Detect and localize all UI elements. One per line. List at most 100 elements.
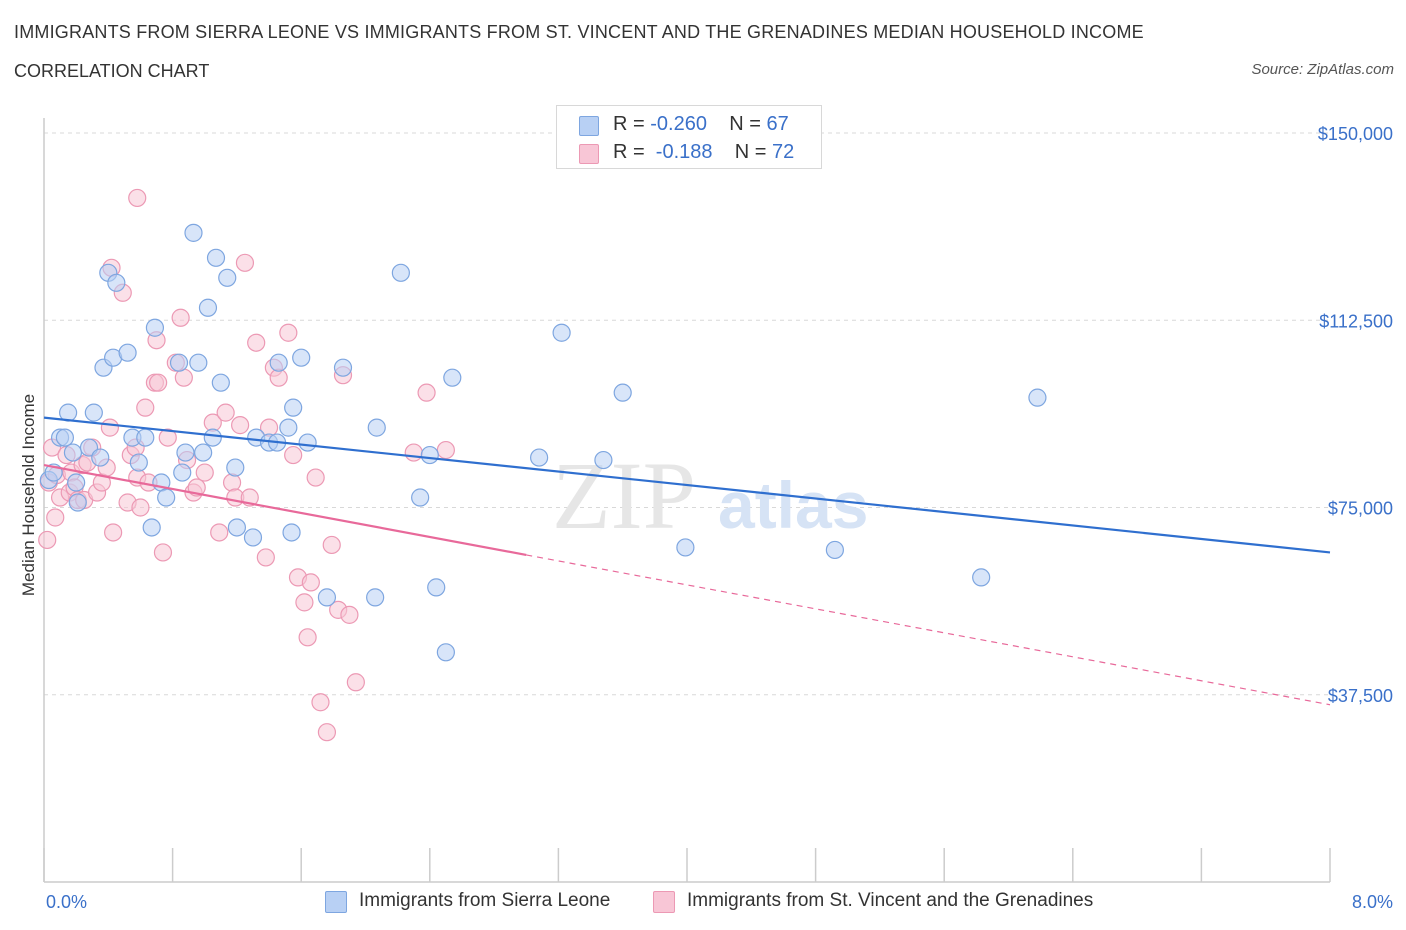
data-point-sierra-leone	[284, 398, 303, 417]
data-point-sierra-leone	[169, 353, 189, 372]
data-point-sierra-leone	[67, 473, 86, 492]
data-point-sierra-leone	[391, 263, 410, 282]
data-point-sierra-leone	[118, 343, 137, 362]
data-point-sierra-leone	[55, 428, 74, 447]
data-point-sierra-leone	[317, 588, 337, 607]
data-point-sierra-leone	[972, 568, 991, 587]
data-point-st-vincent	[149, 373, 168, 392]
chart-title: IMMIGRANTS FROM SIERRA LEONE VS IMMIGRAN…	[14, 22, 1144, 42]
data-point-st-vincent	[317, 723, 337, 742]
legend-swatch-sierra-leone	[325, 891, 347, 913]
data-point-st-vincent	[247, 333, 266, 352]
data-point-sierra-leone	[184, 223, 203, 242]
x-tick-label-min: 0.0%	[46, 892, 87, 912]
data-point-st-vincent	[295, 593, 314, 612]
legend-n-label-1: N =	[729, 113, 767, 135]
data-point-st-vincent	[38, 530, 57, 550]
data-point-sierra-leone	[145, 318, 165, 337]
data-point-st-vincent	[436, 440, 455, 460]
data-point-st-vincent	[279, 323, 298, 342]
data-point-sierra-leone	[411, 488, 430, 507]
legend-swatch-blue	[579, 116, 599, 136]
legend-r-label-1: R =	[613, 113, 651, 135]
data-point-sierra-leone	[292, 348, 311, 367]
data-point-st-vincent	[195, 463, 214, 482]
data-point-sierra-leone	[594, 450, 613, 470]
data-point-sierra-leone	[552, 323, 571, 342]
data-point-sierra-leone	[226, 458, 245, 477]
data-point-sierra-leone	[825, 540, 844, 560]
data-point-sierra-leone	[91, 448, 110, 467]
trend-lines	[43, 416, 1331, 706]
data-point-st-vincent	[222, 473, 242, 492]
data-point-st-vincent	[131, 498, 150, 517]
data-point-sierra-leone	[198, 298, 218, 317]
correlation-legend: R = -0.260 N = 67 R = -0.188 N = 72	[556, 105, 822, 169]
data-point-st-vincent	[417, 383, 436, 402]
data-point-sierra-leone	[243, 528, 263, 547]
data-point-sierra-leone	[176, 443, 195, 462]
legend-n-value-1: 67	[766, 113, 789, 135]
data-point-sierra-leone	[676, 538, 695, 557]
grid-lines	[44, 132, 1330, 696]
data-point-sierra-leone	[173, 463, 192, 482]
data-point-sierra-leone	[366, 588, 385, 607]
data-point-st-vincent	[346, 673, 365, 692]
data-point-st-vincent	[256, 548, 275, 567]
data-point-sierra-leone	[84, 403, 103, 422]
data-point-st-vincent	[104, 523, 123, 542]
watermark-zip: ZIP	[552, 442, 696, 549]
data-point-sierra-leone	[530, 448, 549, 467]
data-point-st-vincent	[216, 403, 235, 422]
data-point-sierra-leone	[1028, 388, 1047, 407]
data-point-sierra-leone	[279, 418, 298, 437]
data-point-sierra-leone	[142, 518, 161, 537]
data-point-st-vincent	[174, 368, 193, 387]
data-point-sierra-leone	[206, 248, 226, 267]
data-point-st-vincent	[158, 428, 177, 447]
data-point-sierra-leone	[436, 643, 455, 662]
trend-line-sierra-leone	[43, 416, 1331, 554]
data-point-sierra-leone	[282, 523, 301, 542]
legend-r-label-2: R =	[613, 141, 651, 163]
trend-line-st-vincent	[43, 463, 527, 557]
legend-row-sierra-leone: R = -0.260 N = 67	[579, 113, 789, 137]
data-point-sierra-leone	[157, 488, 176, 507]
data-point-st-vincent	[404, 443, 423, 462]
x-tick-label-max: 8.0%	[1352, 892, 1393, 912]
data-point-sierra-leone	[420, 445, 439, 465]
data-point-st-vincent	[340, 605, 359, 624]
y-tick-label: $75,000	[1328, 499, 1393, 519]
axes	[43, 118, 1331, 883]
data-point-sierra-leone	[136, 428, 155, 447]
legend-r-value-2: -0.188	[650, 141, 713, 163]
x-tick-labels: 0.0% 8.0%	[46, 892, 1393, 912]
data-point-st-vincent	[306, 468, 325, 487]
data-point-st-vincent	[153, 543, 173, 562]
data-point-sierra-leone	[63, 443, 83, 462]
data-point-st-vincent	[284, 445, 303, 465]
data-point-sierra-leone	[269, 353, 288, 372]
data-point-st-vincent	[128, 188, 147, 208]
data-point-st-vincent	[322, 535, 341, 555]
data-point-sierra-leone	[227, 518, 246, 537]
data-point-sierra-leone	[443, 368, 462, 387]
data-point-sierra-leone	[107, 273, 126, 292]
data-point-sierra-leone	[427, 578, 446, 597]
watermark-atlas: atlas	[718, 468, 868, 542]
y-tick-label: $112,500	[1319, 311, 1393, 331]
y-tick-label: $37,500	[1328, 686, 1393, 706]
data-point-sierra-leone	[211, 373, 230, 392]
data-point-st-vincent	[231, 416, 250, 435]
data-point-sierra-leone	[367, 418, 386, 437]
data-point-st-vincent	[136, 398, 155, 417]
data-point-sierra-leone	[68, 493, 87, 512]
data-point-st-vincent	[210, 523, 229, 542]
y-tick-labels: $150,000 $112,500 $75,000 $37,500	[1318, 124, 1393, 706]
legend-label-st-vincent: Immigrants from St. Vincent and the Gren…	[687, 890, 1094, 911]
trend-line-st-vincent-extrapolated	[526, 554, 1331, 706]
data-point-st-vincent	[298, 628, 317, 647]
data-point-st-vincent	[311, 693, 330, 712]
data-point-sierra-leone	[298, 433, 317, 452]
data-point-sierra-leone	[189, 353, 208, 372]
